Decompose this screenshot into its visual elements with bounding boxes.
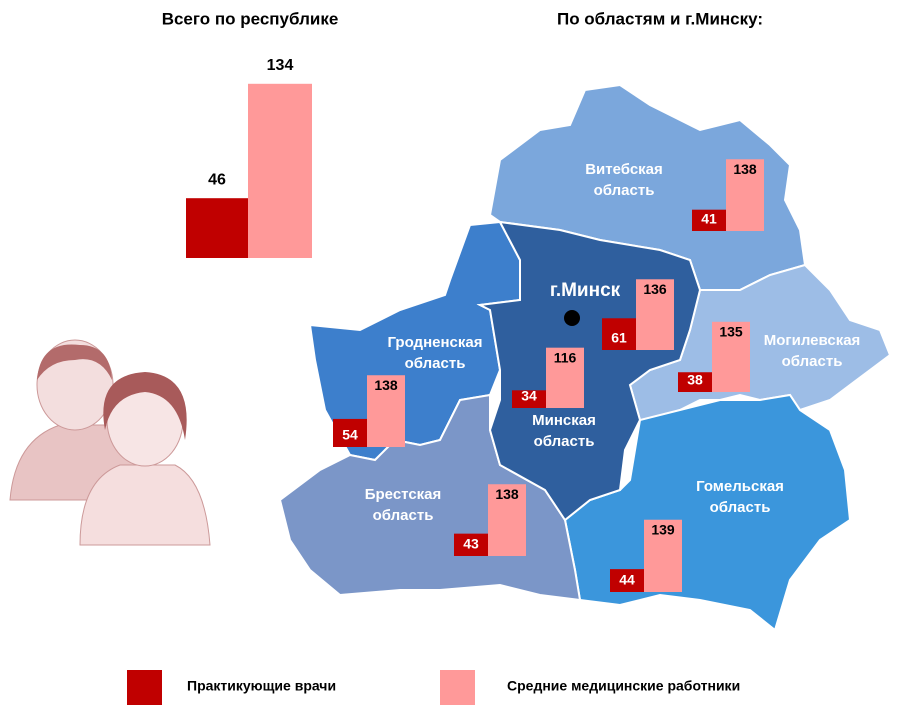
bar: [692, 209, 726, 231]
region-label: Витебская область: [585, 161, 663, 199]
value-label: 138: [495, 486, 519, 502]
value-label: 61: [611, 330, 627, 346]
bar: [488, 484, 526, 556]
value-label: 46: [208, 171, 226, 188]
value-label: 138: [733, 161, 757, 177]
region-label: Гродненская область: [388, 334, 483, 372]
republic-title: Всего по республике: [162, 9, 339, 28]
value-label: 34: [521, 388, 537, 404]
bar: [186, 198, 248, 258]
bar: [546, 347, 584, 408]
bar: [248, 83, 312, 258]
value-label: 135: [719, 324, 743, 340]
region-label: г.Минск: [550, 280, 621, 301]
bar: [367, 375, 405, 447]
region-label: Брестская область: [365, 486, 442, 524]
bar: [712, 321, 750, 392]
bar: [610, 569, 644, 592]
value-label: 43: [463, 536, 479, 552]
legend-swatch: [127, 670, 162, 705]
bar: [512, 390, 546, 408]
value-label: 136: [643, 281, 667, 297]
value-label: 134: [267, 57, 294, 74]
value-label: 44: [619, 572, 635, 588]
region-label: Минская область: [532, 412, 596, 450]
value-label: 41: [701, 211, 717, 227]
legend-label: Средние медицинские работники: [507, 678, 740, 694]
minsk-city-dot: [564, 310, 580, 326]
region-label: Могилевская область: [764, 332, 861, 370]
bar: [636, 279, 674, 350]
bar: [644, 519, 682, 592]
bar: [454, 533, 488, 556]
region-label: Гомельская область: [696, 478, 784, 516]
value-label: 138: [374, 377, 398, 393]
bar: [726, 159, 764, 231]
map-title: По областям и г.Минску:: [557, 9, 763, 28]
value-label: 38: [687, 372, 703, 388]
value-label: 54: [342, 427, 358, 443]
legend-swatch: [440, 670, 475, 705]
legend-label: Практикующие врачи: [187, 678, 336, 694]
value-label: 116: [554, 349, 577, 365]
bar: [602, 318, 636, 350]
bar: [333, 418, 367, 447]
data-layer: 46 134 138 41 Витебская область 136 61 г.Минск 13…: [127, 57, 860, 705]
doctors-icon: [9, 339, 211, 546]
value-label: 139: [651, 521, 675, 537]
bar: [678, 372, 712, 392]
